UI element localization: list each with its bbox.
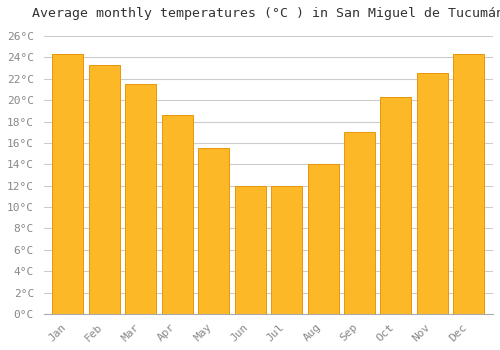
Title: Average monthly temperatures (°C ) in San Miguel de Tucumán: Average monthly temperatures (°C ) in Sa… bbox=[32, 7, 500, 20]
Bar bbox=[125, 84, 156, 314]
Bar bbox=[52, 54, 84, 314]
Bar bbox=[454, 54, 484, 314]
Bar bbox=[308, 164, 338, 314]
Bar bbox=[417, 74, 448, 314]
Bar bbox=[162, 115, 192, 314]
Bar bbox=[89, 65, 120, 314]
Bar bbox=[380, 97, 412, 314]
Bar bbox=[234, 186, 266, 314]
Bar bbox=[271, 186, 302, 314]
Bar bbox=[198, 148, 229, 314]
Bar bbox=[344, 132, 375, 314]
